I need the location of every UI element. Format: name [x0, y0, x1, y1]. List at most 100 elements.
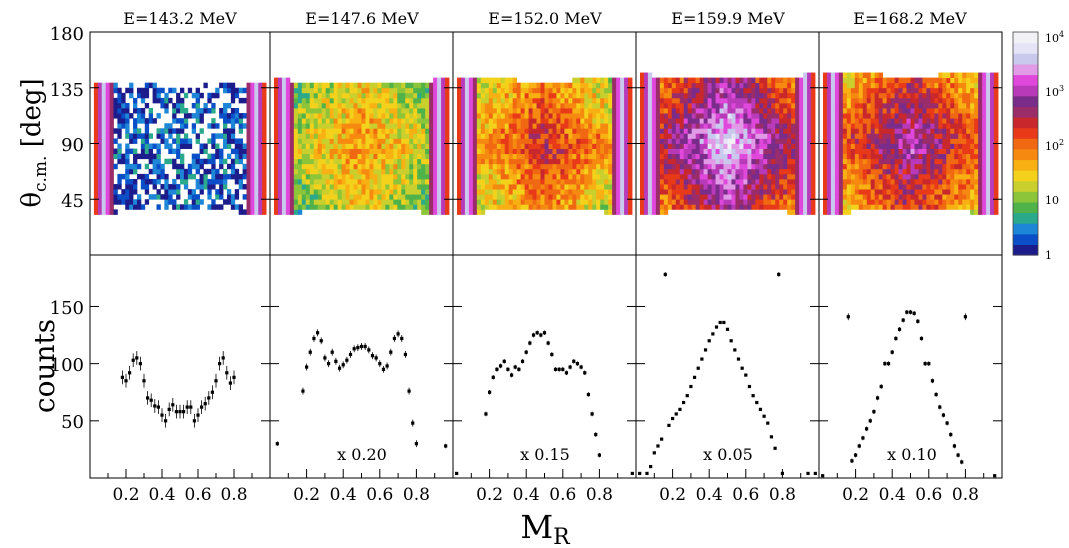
heatmap-cell [105, 184, 110, 190]
heatmap-cell [389, 168, 394, 175]
heatmap-cell [133, 128, 138, 134]
heatmap-cell [886, 87, 892, 94]
heatmap-cell [464, 92, 470, 99]
heatmap-cell [596, 138, 601, 144]
heatmap-cell [647, 113, 653, 119]
heatmap-cell [484, 77, 490, 84]
heatmap-cell [870, 153, 876, 160]
heatmap-cell [838, 153, 844, 160]
heatmap-cell [254, 158, 259, 165]
heatmap-cell [353, 194, 358, 200]
heatmap-cell [671, 82, 677, 89]
heatmap-cell [624, 102, 629, 109]
heatmap-cell [830, 199, 836, 205]
heatmap-cell [409, 148, 414, 155]
heatmap-cell [544, 128, 549, 134]
heatmap-cell [183, 178, 189, 185]
heatmap-cell [807, 199, 812, 205]
heatmap-cell [906, 97, 911, 104]
heatmap-cell [183, 184, 189, 190]
heatmap-cell [691, 194, 697, 200]
heatmap-cell [405, 97, 410, 104]
heatmap-cell [180, 173, 185, 180]
heatmap-cell [183, 123, 189, 129]
heatmap-cell [109, 113, 114, 119]
heatmap-cell [584, 82, 589, 89]
heatmap-cell [811, 133, 816, 139]
heatmap-cell [357, 123, 362, 129]
heatmap-cell [341, 133, 346, 139]
heatmap-cell [516, 118, 522, 124]
heatmap-cell [480, 102, 486, 109]
heatmap-cell [655, 158, 661, 165]
heatmap-cell [262, 118, 267, 124]
panel-title-5: E=168.2 MeV [853, 9, 967, 28]
heatmap-cell [156, 143, 161, 149]
heatmap-cell [377, 204, 382, 210]
heatmap-cell [715, 118, 720, 124]
heatmap-cell [472, 128, 478, 134]
heatmap-cell [791, 194, 796, 200]
heatmap-cell [242, 209, 247, 215]
heatmap-cell [759, 199, 764, 205]
heatmap-cell [289, 178, 295, 185]
heatmap-cell [341, 204, 346, 210]
heatmap-cell [695, 173, 701, 180]
heatmap-cell [659, 102, 665, 109]
heatmap-cell [592, 138, 597, 144]
heatmap-cell [715, 153, 720, 160]
heatmap-cell [779, 143, 784, 149]
heatmap-cell [584, 199, 589, 205]
heatmap-cell [293, 97, 299, 104]
heatmap-cell [472, 199, 478, 205]
heatmap-cell [476, 123, 482, 129]
heatmap-cell [305, 189, 311, 195]
heatmap-cell [655, 128, 661, 134]
heatmap-cell [199, 128, 204, 134]
heatmap-cell [683, 163, 689, 170]
heatmap-cell [258, 102, 263, 109]
heatmap-cell [651, 92, 657, 99]
heatmap-cell [183, 138, 189, 144]
heatmap-cell [524, 194, 529, 200]
heatmap-cell [520, 87, 526, 94]
heatmap-cell [361, 138, 366, 144]
heatmap-cell [767, 77, 772, 84]
heatmap-cell [258, 143, 263, 149]
heatmap-cell [906, 92, 911, 99]
heatmap-cell [826, 173, 832, 180]
heatmap-cell [914, 108, 919, 114]
heatmap-cell [397, 123, 402, 129]
heatmap-cell [472, 113, 478, 119]
heatmap-cell [799, 204, 804, 210]
heatmap-cell [691, 163, 697, 170]
heatmap-cell [230, 108, 236, 114]
heatmap-cell [401, 118, 406, 124]
heatmap-cell [639, 97, 645, 104]
heatmap-cell [894, 102, 899, 109]
heatmap-cell [101, 204, 107, 210]
heatmap-cell [133, 158, 138, 165]
heatmap-cell [906, 189, 911, 195]
heatmap-cell [105, 102, 110, 109]
heatmap-cell [429, 97, 434, 104]
heatmap-cell [309, 128, 315, 134]
heatmap-cell [775, 108, 780, 114]
heatmap-cell [596, 82, 601, 89]
heatmap-cell [799, 138, 804, 144]
heatmap-cell [596, 108, 601, 114]
heatmap-cell [254, 189, 259, 195]
heatmap-cell [109, 204, 114, 210]
heatmap-cell [898, 102, 903, 109]
heatmap-cell [560, 118, 565, 124]
heatmap-cell [476, 153, 482, 160]
heatmap-cell [826, 133, 832, 139]
heatmap-cell [592, 173, 597, 180]
heatmap-cell [612, 118, 617, 124]
heatmap-cell [671, 102, 677, 109]
heatmap-cell [361, 148, 366, 155]
heatmap-cell [862, 128, 868, 134]
heatmap-cell [799, 87, 804, 94]
heatmap-cell [207, 178, 212, 185]
heatmap-cell [910, 168, 915, 175]
